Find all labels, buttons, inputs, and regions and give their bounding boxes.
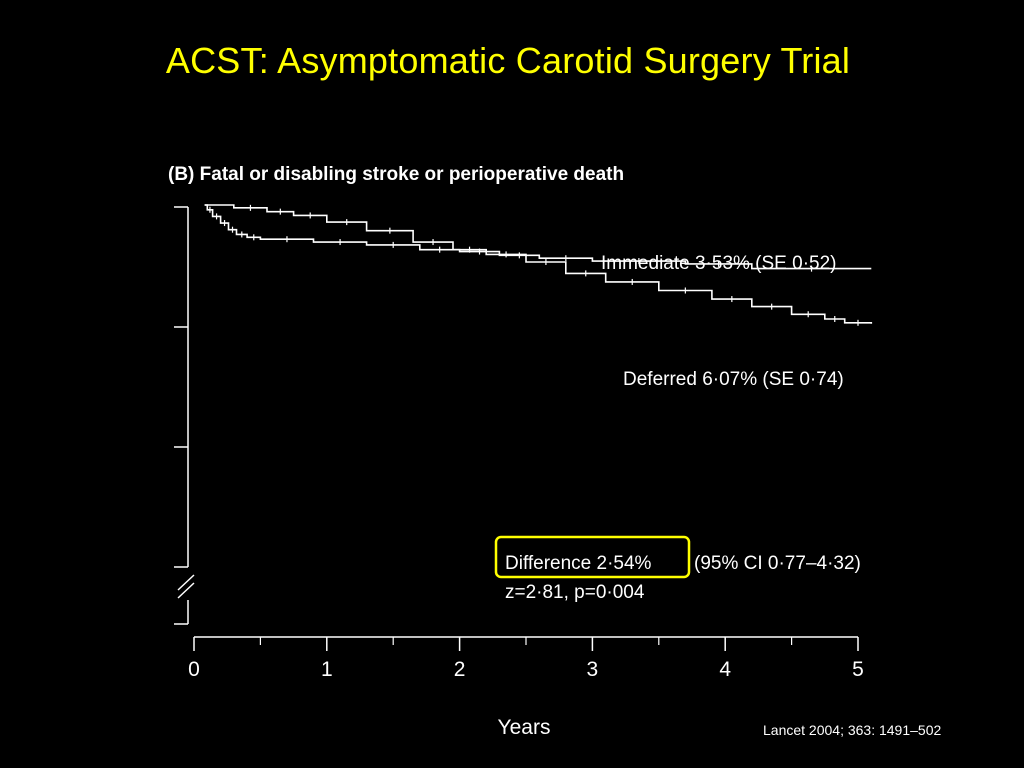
stats-label: z=2·81, p=0·004 [505, 582, 645, 603]
chart-title: (B) Fatal or disabling stroke or periope… [168, 164, 624, 185]
difference-highlight-box [494, 535, 691, 579]
x-tick-label: 4 [719, 658, 731, 681]
ci-label: (95% CI 0·77–4·32) [694, 553, 861, 574]
immediate-label: Immediate 3·53% (SE 0·52) [601, 253, 837, 274]
difference-label: Difference 2·54% [505, 553, 652, 574]
citation: Lancet 2004; 363: 1491–502 [763, 722, 942, 738]
x-tick-label: 1 [321, 658, 333, 681]
series-deferred-curve [204, 204, 873, 324]
series-layer [204, 204, 873, 326]
y-axis-break [177, 574, 195, 599]
y-axis [174, 206, 189, 625]
x-tick-label: 3 [587, 658, 599, 681]
x-axis: 0 1 2 3 4 5 [188, 636, 864, 681]
x-axis-label: Years [498, 716, 551, 739]
x-tick-label: 0 [188, 658, 200, 681]
slide-title: ACST: Asymptomatic Carotid Surgery Trial [165, 40, 851, 81]
deferred-label: Deferred 6·07% (SE 0·74) [623, 369, 844, 390]
x-tick-label: 2 [454, 658, 466, 681]
x-tick-label: 5 [852, 658, 864, 681]
